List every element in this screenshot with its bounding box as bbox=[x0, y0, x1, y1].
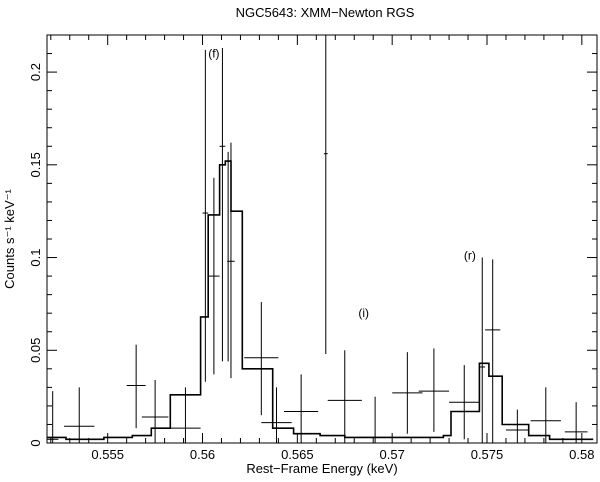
plot-frame bbox=[46, 34, 598, 444]
x-axis-label: Rest−Frame Energy (keV) bbox=[246, 461, 397, 476]
data-point bbox=[141, 379, 169, 443]
data-point bbox=[64, 387, 95, 443]
y-tick-label: 0.2 bbox=[28, 63, 43, 81]
y-axis-label: Counts s⁻¹ keV⁻¹ bbox=[2, 188, 17, 288]
data-point bbox=[284, 374, 319, 443]
x-tick-label: 0.57 bbox=[380, 447, 405, 462]
data-point bbox=[208, 177, 220, 375]
data-point bbox=[126, 344, 146, 429]
line-annotation: (i) bbox=[358, 306, 369, 320]
axis-ticks: 0.555 0.56 0.565 0.57 0.575 0.58 0 0.05 0.1 0.15 0… bbox=[28, 34, 597, 462]
data-point bbox=[564, 402, 588, 443]
data-point bbox=[418, 348, 450, 432]
data-point bbox=[479, 257, 486, 443]
data-point bbox=[359, 396, 391, 443]
data-point bbox=[392, 352, 423, 434]
line-annotations: (f) (i) (r) bbox=[208, 46, 476, 320]
data-point bbox=[202, 49, 209, 382]
model-histogram bbox=[47, 160, 594, 441]
data-points bbox=[47, 35, 588, 443]
y-tick-label: 0.05 bbox=[28, 338, 43, 363]
data-point bbox=[323, 35, 328, 354]
line-annotation: (r) bbox=[464, 248, 476, 262]
data-point bbox=[244, 302, 279, 416]
data-point bbox=[327, 350, 362, 443]
data-point bbox=[261, 387, 292, 443]
chart-title: NGC5643: XMM−Newton RGS bbox=[236, 5, 415, 20]
x-tick-label: 0.56 bbox=[190, 447, 215, 462]
data-point bbox=[170, 387, 201, 443]
data-point bbox=[219, 47, 226, 362]
model-step-line bbox=[47, 160, 594, 441]
data-point bbox=[485, 259, 501, 443]
y-tick-label: 0.1 bbox=[28, 249, 43, 267]
x-tick-label: 0.565 bbox=[281, 447, 314, 462]
x-tick-label: 0.575 bbox=[471, 447, 504, 462]
y-tick-label: 0 bbox=[28, 439, 43, 446]
data-point bbox=[530, 387, 561, 443]
data-point bbox=[47, 391, 59, 443]
x-tick-label: 0.58 bbox=[569, 447, 594, 462]
data-point bbox=[225, 151, 231, 362]
data-point bbox=[505, 409, 529, 443]
x-tick-label: 0.555 bbox=[91, 447, 124, 462]
y-tick-label: 0.15 bbox=[28, 152, 43, 177]
line-annotation: (f) bbox=[208, 46, 219, 60]
data-point bbox=[449, 365, 480, 440]
